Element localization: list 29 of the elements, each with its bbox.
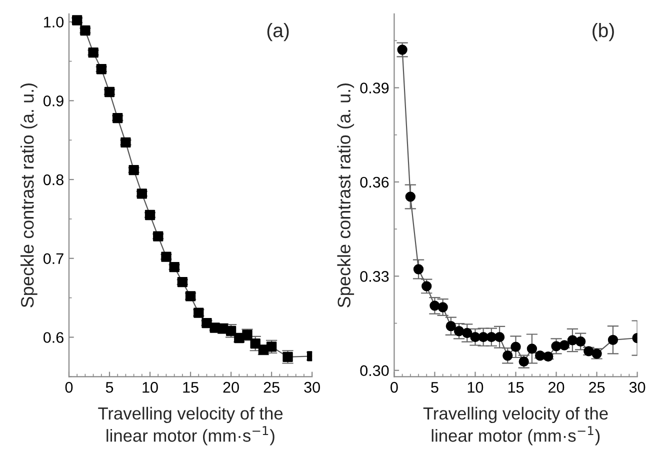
y-tick-label: 0.8	[43, 174, 64, 186]
x-tick-label: 30	[304, 382, 320, 393]
y-tick-label: 0.39	[360, 82, 389, 94]
x-tick-label: 20	[223, 382, 239, 393]
x-tick-label: 5	[106, 382, 114, 393]
y-tick-label: 0.9	[43, 96, 64, 106]
x-tick-label: 15	[508, 382, 524, 393]
y-tick-label: 0.36	[360, 176, 389, 188]
y-tick-label: 1.0	[44, 16, 64, 28]
y-tick-label: 0.30	[360, 365, 389, 376]
x-axis-title: Travelling velocity of the linear motor (mm·s$^{−1}$)	[423, 406, 608, 446]
x-tick-label: 30	[629, 382, 646, 393]
x-tick-label: 5	[431, 382, 438, 393]
x-tick-label: 25	[264, 382, 280, 393]
y-tick-label: 0.33	[360, 271, 389, 282]
x-axis-title: Travelling velocity of the linear motor (mm·s$^{−1}$)	[98, 406, 283, 446]
x-tick-label: 10	[142, 382, 158, 393]
annotation: (a)	[267, 23, 289, 42]
x-tick-label: 20	[548, 382, 564, 393]
x-tick-label: 15	[183, 382, 198, 393]
y-axis-title: Speckle contrast ratio (a. u.)	[20, 84, 38, 308]
x-tick-label: 0	[390, 382, 398, 393]
annotation: (b)	[592, 23, 614, 42]
y-axis-title: Speckle contrast ratio (a. u.)	[337, 84, 354, 308]
x-tick-label: 0	[65, 382, 73, 393]
y-tick-label: 0.6	[43, 332, 64, 343]
x-tick-label: 10	[468, 382, 484, 393]
y-tick-label: 0.7	[43, 253, 64, 264]
x-tick-label: 25	[589, 382, 605, 393]
